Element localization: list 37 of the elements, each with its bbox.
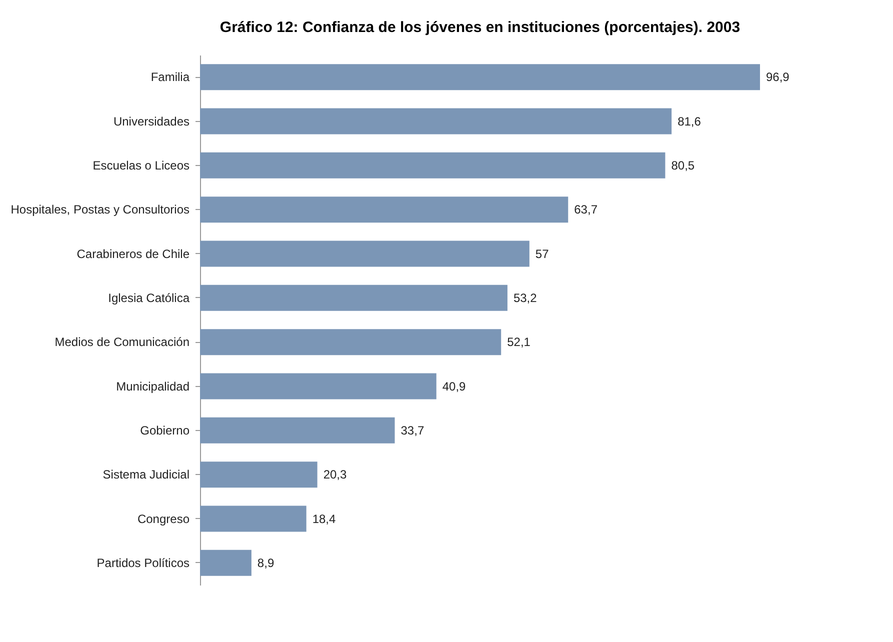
bar <box>200 64 760 90</box>
data-label: 53,2 <box>513 290 538 305</box>
y-tick-label: Iglesia Católica <box>108 290 190 305</box>
bar <box>200 152 666 178</box>
data-label: 57 <box>535 246 550 261</box>
chart-title: Gráfico 12: Confianza de los jóvenes en instituciones (porcentajes). 2003 <box>220 19 740 36</box>
data-label: 40,9 <box>442 379 466 394</box>
y-tick-label: Escuelas o Liceos <box>92 158 190 172</box>
bar <box>200 108 672 134</box>
y-tick-label: Familia <box>150 70 190 84</box>
data-label: 20,3 <box>323 468 347 482</box>
data-label: 81,6 <box>678 114 702 128</box>
bar <box>200 506 306 532</box>
y-tick-label: Carabineros de Chile <box>76 246 190 261</box>
y-tick-label: Congreso <box>137 512 190 526</box>
data-label: 33,7 <box>400 423 424 438</box>
y-tick-label: Medios de Comunicación <box>54 335 190 350</box>
bar <box>200 373 436 400</box>
data-label: 63,7 <box>574 202 598 217</box>
y-tick-label: Partidos Políticos <box>96 556 190 570</box>
y-tick-label: Universidades <box>113 114 190 128</box>
data-label: 96,9 <box>766 70 790 84</box>
bar <box>200 417 395 444</box>
bar <box>200 550 252 576</box>
data-label: 8,9 <box>257 556 274 570</box>
data-label: 52,1 <box>507 335 531 350</box>
data-label: 18,4 <box>312 512 336 526</box>
bar <box>200 284 508 311</box>
bar <box>200 329 502 356</box>
y-tick-label: Hospitales, Postas y Consultorios <box>10 202 190 217</box>
y-tick-label: Sistema Judicial <box>102 468 190 482</box>
y-tick-label: Municipalidad <box>116 379 190 394</box>
data-label: 80,5 <box>671 158 695 172</box>
bar <box>200 196 568 223</box>
bar <box>200 462 318 488</box>
y-tick-label: Gobierno <box>140 423 190 438</box>
bar <box>200 240 530 267</box>
